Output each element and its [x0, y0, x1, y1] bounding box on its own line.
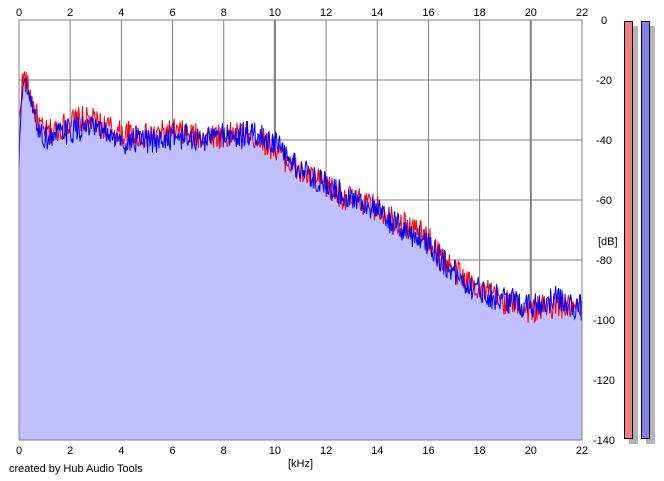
x-tick-label-top: 18 [474, 7, 486, 19]
x-tick-label-top: 8 [221, 7, 227, 19]
x-tick-label-bottom: 0 [16, 445, 22, 457]
x-tick-label-top: 6 [169, 7, 175, 19]
x-axis-label: [kHz] [288, 458, 313, 470]
x-tick-label-bottom: 18 [474, 445, 486, 457]
x-tick-label-bottom: 10 [269, 445, 281, 457]
x-tick-label-bottom: 14 [371, 445, 383, 457]
x-tick-label-bottom: 16 [422, 445, 434, 457]
x-tick-label-bottom: 22 [576, 445, 588, 457]
x-tick-label-bottom: 2 [67, 445, 73, 457]
right-meter-shadow [646, 26, 655, 444]
series-layer [18, 71, 583, 324]
y-tick-label: -20 [596, 75, 612, 87]
y-tick-label: -80 [596, 255, 612, 267]
x-tick-label-top: 0 [16, 7, 22, 19]
x-tick-label-bottom: 20 [525, 445, 537, 457]
y-axis-label: [dB] [598, 236, 618, 248]
x-tick-label-top: 14 [371, 7, 383, 19]
y-tick-label: 0 [601, 15, 607, 27]
x-tick-label-bottom: 8 [221, 445, 227, 457]
x-tick-label-top: 20 [525, 7, 537, 19]
spectrum-area-fill [19, 71, 582, 441]
y-tick-label: -120 [593, 375, 615, 387]
x-tick-label-top: 16 [422, 7, 434, 19]
x-tick-label-top: 4 [118, 7, 124, 19]
series-line-red [18, 71, 583, 324]
x-tick-label-bottom: 12 [320, 445, 332, 457]
y-tick-label: -40 [596, 135, 612, 147]
x-tick-label-top: 2 [67, 7, 73, 19]
x-tick-label-bottom: 4 [118, 445, 124, 457]
plot-frame [18, 19, 583, 441]
y-tick-label: -140 [593, 435, 615, 447]
y-tick-label: -60 [596, 195, 612, 207]
x-tick-label-top: 10 [269, 7, 281, 19]
left-channel-level-meter [624, 21, 633, 439]
y-tick-labels: 0 -20 -40 -60 -80 -100 -120 -140 [593, 15, 615, 447]
right-channel-level-meter [641, 21, 650, 439]
y-tick-label: -100 [593, 315, 615, 327]
x-tick-label-bottom: 6 [169, 445, 175, 457]
x-tick-label-top: 22 [576, 7, 588, 19]
x-tick-label-top: 12 [320, 7, 332, 19]
credit-text: created by Hub Audio Tools [9, 463, 143, 475]
series-line-blue [18, 77, 583, 321]
left-meter-shadow [629, 26, 638, 444]
